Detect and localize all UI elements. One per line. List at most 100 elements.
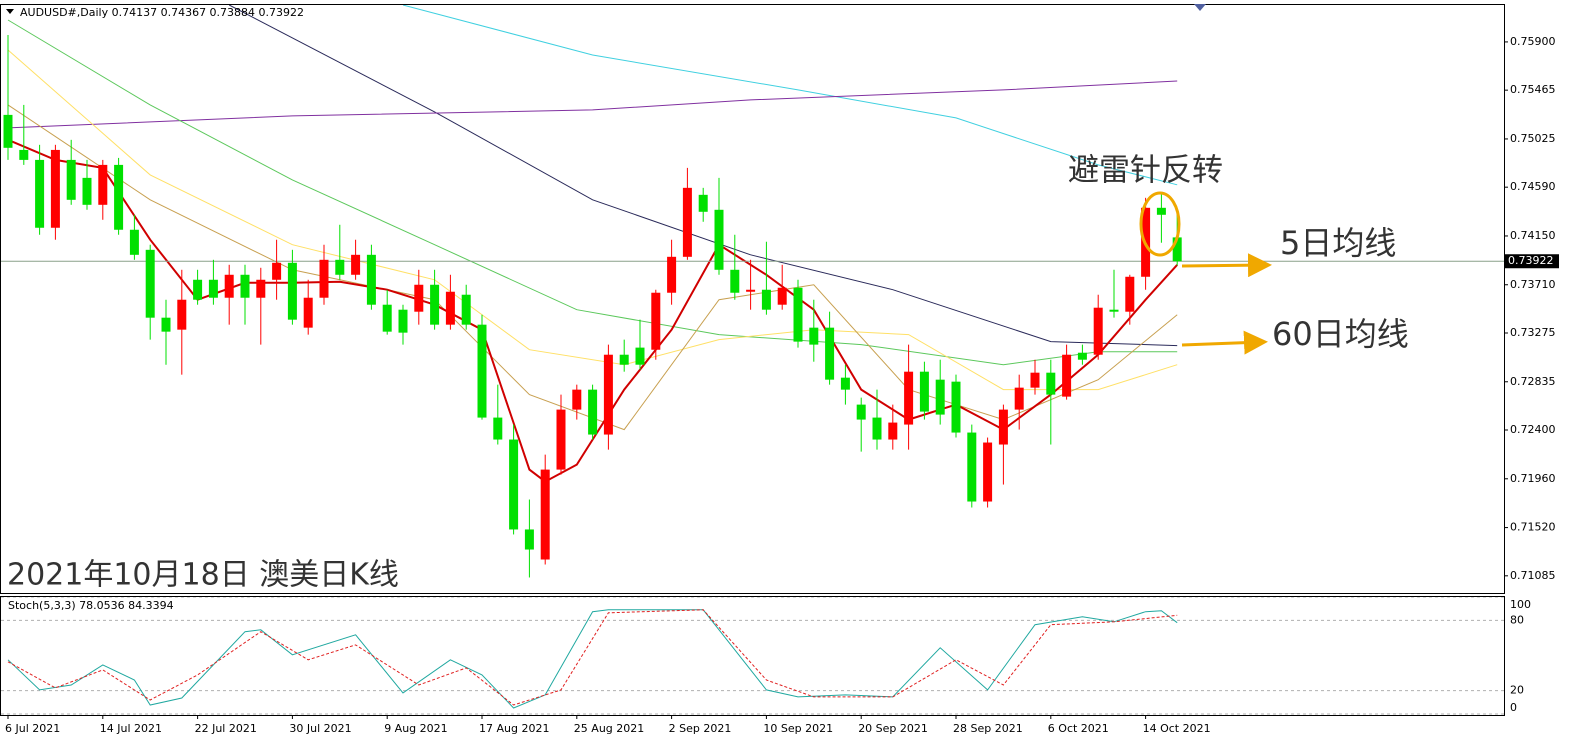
candle-body	[825, 327, 835, 380]
candle-body	[414, 284, 424, 312]
candle-body	[224, 274, 234, 298]
y-tick-label: 0.74590	[1510, 180, 1556, 193]
y-tick-label: 0.71960	[1510, 472, 1556, 485]
y-tick-label: 0.71085	[1510, 569, 1556, 582]
stoch-plot	[1, 597, 1504, 715]
series-line	[228, 5, 1178, 347]
candle-body	[967, 432, 977, 502]
candle-body	[714, 209, 724, 270]
chart-title: AUDUSD#,Daily 0.74137 0.74367 0.73884 0.…	[20, 6, 304, 19]
x-tick-label: 14 Jul 2021	[100, 722, 162, 735]
candle-body	[82, 177, 92, 205]
y-tick-label: 80	[1510, 613, 1524, 626]
x-tick-label: 9 Aug 2021	[384, 722, 447, 735]
candle-body	[730, 269, 740, 293]
arrow	[1181, 330, 1268, 355]
candle-body	[287, 262, 297, 320]
x-tick-label: 17 Aug 2021	[479, 722, 549, 735]
x-tick-label: 6 Jul 2021	[5, 722, 60, 735]
y-tick-label: 0.72835	[1510, 375, 1556, 388]
candle-body	[840, 377, 850, 390]
series-line	[7, 19, 1178, 366]
candle-body	[366, 254, 376, 305]
candle-body	[809, 327, 819, 345]
candle-body	[1172, 237, 1182, 262]
stoch-frame	[0, 596, 1505, 716]
candle-body	[445, 291, 455, 325]
candle-body	[603, 354, 613, 435]
y-tick-label: 0.75900	[1510, 35, 1556, 48]
menu-triangle	[6, 9, 14, 14]
y-tick-label: 0.72400	[1510, 423, 1556, 436]
candle-body	[635, 347, 645, 365]
series-line	[7, 609, 1178, 706]
candle-body	[114, 164, 124, 230]
y-tick-label: 0.73710	[1510, 278, 1556, 291]
candle-body	[193, 279, 203, 300]
candle-body	[951, 381, 961, 433]
x-tick-label: 28 Sep 2021	[953, 722, 1023, 735]
candle-body	[319, 259, 329, 298]
y-tick-label: 0.75025	[1510, 132, 1556, 145]
candle-body	[888, 422, 898, 440]
candle-body	[1077, 352, 1087, 360]
candle-body	[1062, 354, 1072, 397]
candle-body	[256, 279, 266, 298]
candle-body	[572, 389, 582, 410]
candle-body	[1030, 372, 1040, 388]
series-line	[7, 104, 1178, 431]
candle-body	[667, 256, 677, 293]
candle-body	[493, 417, 503, 440]
candle-body	[935, 379, 945, 415]
candle-body	[919, 371, 929, 412]
y-tick-label: 0.74150	[1510, 229, 1556, 242]
x-tick-label: 10 Sep 2021	[763, 722, 833, 735]
candle-body	[161, 317, 171, 332]
candle-body	[35, 159, 45, 228]
candle-body	[1125, 276, 1135, 312]
shift-marker	[1194, 4, 1206, 11]
x-tick-label: 22 Jul 2021	[195, 722, 257, 735]
candle-body	[540, 469, 550, 560]
candle-body	[872, 417, 882, 440]
last-price-label: 0.73922	[1508, 254, 1554, 267]
candle-body	[430, 284, 440, 325]
x-tick-label: 6 Oct 2021	[1048, 722, 1109, 735]
candle-body	[588, 389, 598, 435]
y-tick-label: 0.73275	[1510, 326, 1556, 339]
candle-body	[998, 409, 1008, 445]
candle-body	[556, 409, 566, 470]
candle-body	[1014, 387, 1024, 410]
candle-body	[761, 289, 771, 310]
y-tick-label: 100	[1510, 598, 1531, 611]
series-line	[7, 49, 1178, 391]
candle-body	[777, 287, 787, 305]
candle-body	[66, 159, 76, 200]
candle-body	[619, 354, 629, 365]
candle-body	[50, 149, 60, 228]
annotation: 5日均线	[1280, 224, 1396, 262]
stoch-title: Stoch(5,3,3) 78.0536 84.3394	[8, 599, 174, 612]
candle-body	[746, 289, 756, 292]
candle-body	[145, 249, 155, 318]
series-line	[7, 80, 1178, 129]
candle-body	[177, 299, 187, 330]
candle-body	[303, 297, 313, 328]
arrow	[1181, 253, 1272, 278]
candle-body	[351, 254, 361, 275]
candle-body	[382, 304, 392, 332]
x-tick-label: 30 Jul 2021	[289, 722, 351, 735]
highlight-ellipse	[1139, 191, 1181, 257]
x-tick-label: 20 Sep 2021	[858, 722, 928, 735]
candle-body	[1109, 309, 1119, 312]
candle-body	[335, 259, 345, 275]
candle-body	[477, 324, 487, 418]
candle-body	[856, 404, 866, 420]
candle-body	[240, 274, 250, 298]
candle-body	[904, 371, 914, 425]
candle-body	[651, 292, 661, 350]
candle-body	[1046, 372, 1056, 395]
series-line	[402, 5, 1178, 186]
